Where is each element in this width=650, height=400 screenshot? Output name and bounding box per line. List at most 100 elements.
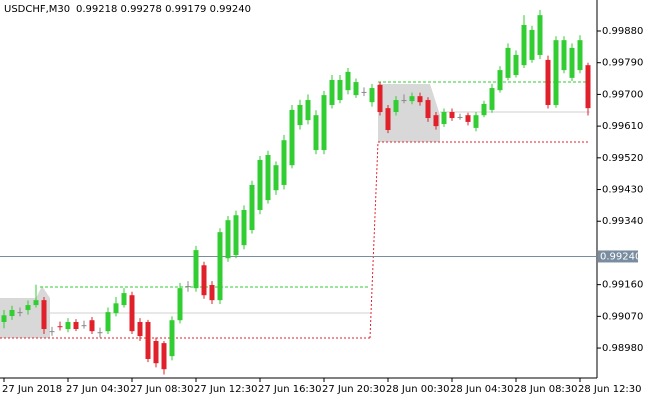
candle-body [73, 321, 79, 330]
candle-body [225, 220, 231, 259]
chart-subtitle: 0.99218 0.99278 0.99179 0.99240 [76, 4, 251, 15]
candle-body [145, 321, 151, 359]
y-tick-label: 0.99070 [602, 311, 643, 322]
candle-body [497, 70, 503, 91]
candle-body [457, 116, 463, 118]
candle-body [377, 84, 383, 113]
candle-body [17, 312, 23, 314]
x-tick-label: 28 Jun 00:30 [386, 384, 450, 395]
x-tick-label: 28 Jun 08:30 [514, 384, 578, 395]
candle-body [433, 115, 439, 127]
candle-body [577, 40, 583, 71]
candle-body [281, 140, 287, 185]
candle-body [481, 103, 487, 116]
y-tick-label: 0.99160 [602, 280, 643, 291]
current-price-label: 0.99240 [600, 251, 641, 262]
y-tick-label: 0.99880 [602, 26, 643, 37]
candle-body [97, 332, 103, 334]
candle-body [49, 331, 55, 333]
candle-body [321, 95, 327, 151]
candle-body [217, 232, 223, 301]
candle-body [257, 159, 263, 210]
y-tick-label: 0.99700 [602, 89, 643, 100]
x-tick-label: 28 Jun 04:30 [450, 384, 514, 395]
y-tick-label: 0.99340 [602, 216, 643, 227]
x-tick-label: 27 Jun 16:30 [258, 384, 322, 395]
candle-body [585, 65, 591, 109]
candle-body [57, 326, 63, 328]
candle-body [25, 305, 31, 311]
y-tick-label: 0.99790 [602, 58, 643, 69]
candle-body [489, 88, 495, 110]
candle-body [561, 40, 567, 71]
candle-body [33, 300, 39, 306]
candle-body [209, 284, 215, 301]
candle-body [65, 321, 71, 330]
candle-body [473, 115, 479, 128]
candle-body [369, 88, 375, 103]
candle-body [249, 184, 255, 231]
candle-body [393, 100, 399, 113]
candle-body [81, 325, 87, 327]
candle-body [201, 265, 207, 296]
candle-body [193, 250, 199, 289]
chart-title: USDCHF,M30 [4, 4, 70, 15]
range-link [369, 141, 379, 339]
candle-body [241, 209, 247, 246]
candle-body [161, 343, 167, 370]
y-tick-label: 0.99520 [602, 153, 643, 164]
candle-body [305, 100, 311, 121]
candle-body [169, 320, 175, 357]
candle-body [401, 100, 407, 102]
candle-body [545, 59, 551, 105]
x-tick-label: 27 Jun 20:30 [322, 384, 386, 395]
candle-body [153, 341, 159, 364]
candle-body [441, 112, 447, 125]
candle-body [113, 303, 119, 314]
range-box [0, 286, 50, 338]
candle-body [329, 79, 335, 105]
candle-body [505, 47, 511, 78]
candle-body [385, 108, 391, 130]
candle-body [529, 29, 535, 60]
candle-body [409, 96, 415, 102]
x-tick-label: 27 Jun 2018 [2, 384, 62, 395]
x-tick-label: 28 Jun 12:30 [578, 384, 642, 395]
candle-body [297, 104, 303, 126]
x-tick-label: 27 Jun 04:30 [66, 384, 130, 395]
current-price-box [598, 250, 638, 263]
candle-body [417, 96, 423, 103]
candle-body [553, 40, 559, 105]
candle-body [449, 112, 455, 119]
candle-body [41, 300, 47, 330]
candle-body [265, 155, 271, 201]
y-tick-label: 0.99610 [602, 121, 643, 132]
candle-body [521, 25, 527, 66]
candle-body [313, 115, 319, 151]
candle-body [137, 321, 143, 337]
candle-body [537, 15, 543, 55]
candle-body [121, 293, 127, 306]
candle-body [185, 286, 191, 288]
candle-body [569, 47, 575, 78]
candle-body [465, 115, 471, 122]
candle-body [513, 54, 519, 76]
candle-body [89, 320, 95, 332]
candle-body [425, 100, 431, 119]
x-tick-label: 27 Jun 12:30 [194, 384, 258, 395]
candle-body [9, 310, 15, 316]
candle-body [289, 109, 295, 166]
candle-body [129, 295, 135, 332]
candle-body [273, 165, 279, 191]
candle-body [361, 91, 367, 93]
candle-body [105, 312, 111, 332]
candle-body [353, 82, 359, 96]
candle-body [177, 288, 183, 321]
candle-body [337, 79, 343, 101]
y-tick-label: 0.98980 [602, 343, 643, 354]
x-tick-label: 27 Jun 08:30 [130, 384, 194, 395]
y-tick-label: 0.99430 [602, 185, 643, 196]
candle-body [1, 315, 7, 322]
